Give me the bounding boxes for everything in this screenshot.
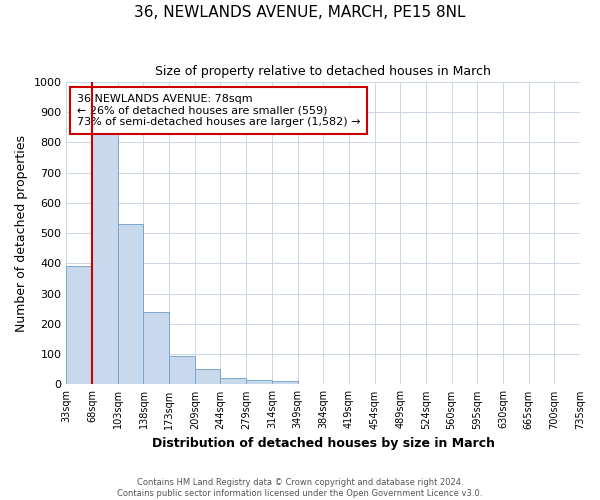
- Bar: [246, 380, 272, 384]
- Bar: [143, 312, 169, 384]
- Bar: [220, 378, 246, 384]
- X-axis label: Distribution of detached houses by size in March: Distribution of detached houses by size …: [152, 437, 495, 450]
- Text: 36 NEWLANDS AVENUE: 78sqm
← 26% of detached houses are smaller (559)
73% of semi: 36 NEWLANDS AVENUE: 78sqm ← 26% of detac…: [77, 94, 360, 127]
- Bar: [118, 224, 143, 384]
- Text: 36, NEWLANDS AVENUE, MARCH, PE15 8NL: 36, NEWLANDS AVENUE, MARCH, PE15 8NL: [134, 5, 466, 20]
- Y-axis label: Number of detached properties: Number of detached properties: [15, 134, 28, 332]
- Bar: [169, 356, 195, 384]
- Bar: [195, 368, 220, 384]
- Title: Size of property relative to detached houses in March: Size of property relative to detached ho…: [155, 65, 491, 78]
- Bar: [67, 266, 92, 384]
- Bar: [92, 134, 118, 384]
- Text: Contains HM Land Registry data © Crown copyright and database right 2024.
Contai: Contains HM Land Registry data © Crown c…: [118, 478, 482, 498]
- Bar: [272, 382, 298, 384]
